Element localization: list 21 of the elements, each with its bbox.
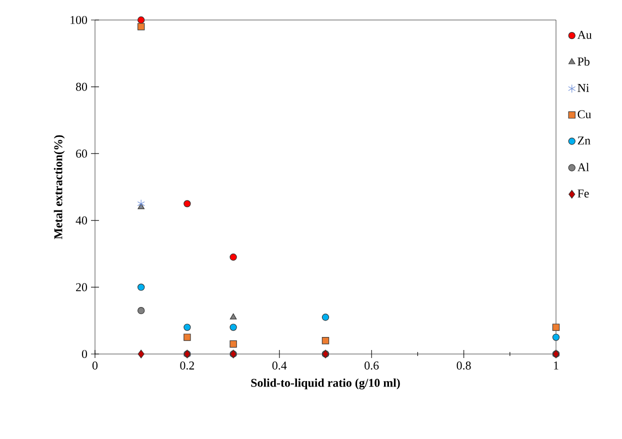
legend-label: Pb bbox=[578, 57, 590, 66]
legend-label: Zn bbox=[578, 136, 590, 144]
y-tick-label: 100 bbox=[70, 16, 88, 24]
legend-label: Fe bbox=[578, 190, 589, 198]
legend-label: Au bbox=[577, 30, 592, 39]
legend-label: Ni bbox=[578, 84, 590, 92]
x-tick-label: 0.8 bbox=[456, 362, 471, 370]
y-tick-label: 80 bbox=[76, 82, 88, 91]
y-tick-label: 40 bbox=[76, 216, 88, 224]
x-tick-label: 0.2 bbox=[180, 362, 194, 370]
y-tick-label: 0 bbox=[82, 350, 88, 358]
legend-label: Cu bbox=[578, 110, 592, 118]
y-tick-label: 60 bbox=[76, 150, 88, 158]
x-tick-label: 1 bbox=[554, 362, 558, 370]
x-tick-label: 0.6 bbox=[364, 362, 379, 370]
x-axis-title: Solid-to-liquid ratio (g/10 ml) bbox=[251, 378, 400, 390]
legend-label: Al bbox=[577, 162, 590, 172]
x-tick-label: 0 bbox=[92, 362, 98, 370]
y-axis-title: Metal extraction(%) bbox=[54, 135, 65, 240]
y-tick-label: 20 bbox=[76, 283, 88, 292]
x-tick-label: 0.4 bbox=[272, 362, 287, 370]
